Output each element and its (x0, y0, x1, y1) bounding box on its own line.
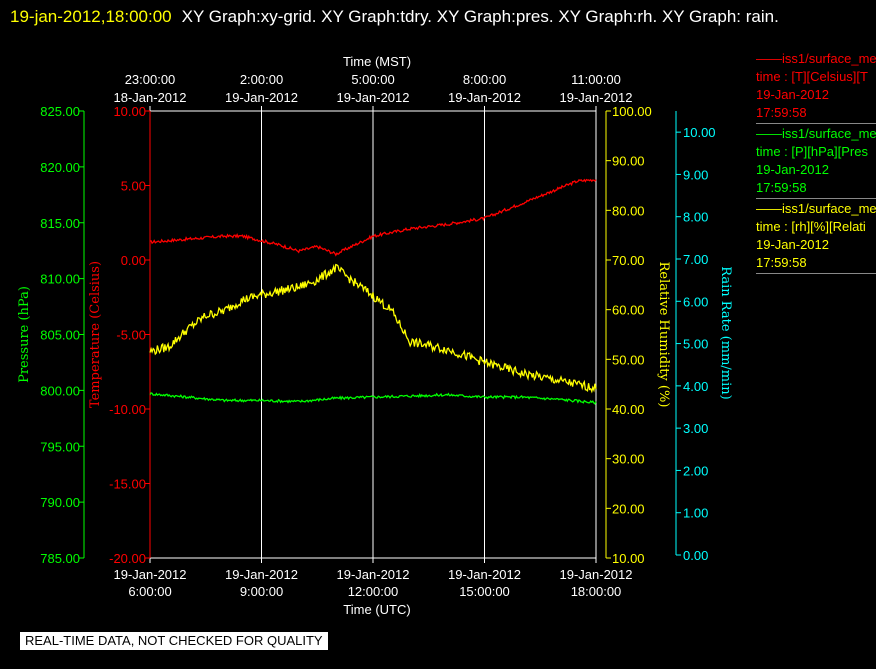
legend-date: 19-Jan-2012 (756, 237, 829, 252)
x-tick-label-time-top: 23:00:00 (125, 72, 176, 87)
x-tick-label-date: 19-Jan-2012 (337, 567, 410, 582)
x-tick-label-time: 15:00:00 (459, 584, 510, 599)
temperature-tick-label: 0.00 (121, 253, 146, 268)
x-tick-label-date-top: 19-Jan-2012 (337, 90, 410, 105)
humidity-tick-label: 50.00 (612, 352, 645, 367)
rain-tick-label: 1.00 (683, 506, 708, 521)
humidity-tick-label: 20.00 (612, 501, 645, 516)
x-tick-label-date-top: 19-Jan-2012 (225, 90, 298, 105)
x-tick-label-time: 12:00:00 (348, 584, 399, 599)
rain-tick-label: 7.00 (683, 252, 708, 267)
legend-time: 17:59:58 (756, 105, 807, 120)
legend-series-units: time : [rh][%][Relati (756, 219, 866, 234)
x-tick-label-date-top: 19-Jan-2012 (560, 90, 633, 105)
x-tick-label-date-top: 18-Jan-2012 (114, 90, 187, 105)
chart-axes (79, 106, 681, 563)
x-axis-title-bottom: Time (UTC) (343, 602, 410, 617)
x-tick-label-time: 9:00:00 (240, 584, 283, 599)
pressure-tick-label: 825.00 (40, 104, 80, 119)
x-tick-label-time-top: 5:00:00 (351, 72, 394, 87)
pressure-tick-label: 805.00 (40, 328, 80, 343)
temperature-tick-label: -15.00 (109, 477, 146, 492)
series-line-humidity (149, 263, 597, 394)
pressure-tick-label: 795.00 (40, 439, 80, 454)
legend-item-temperature: ——iss1/surface_me time : [T][Celsius][T … (756, 50, 876, 124)
rain-tick-label: 2.00 (683, 463, 708, 478)
x-tick-label-date: 19-Jan-2012 (225, 567, 298, 582)
x-tick-label-time-top: 2:00:00 (240, 72, 283, 87)
legend-item-pressure: ——iss1/surface_me time : [P][hPa][Pres 1… (756, 125, 876, 199)
legend-series-name: ——iss1/surface_me (756, 201, 876, 216)
legend-time: 17:59:58 (756, 180, 807, 195)
humidity-tick-label: 90.00 (612, 154, 645, 169)
temperature-tick-label: -20.00 (109, 551, 146, 566)
pressure-tick-label: 790.00 (40, 495, 80, 510)
pressure-tick-label: 785.00 (40, 551, 80, 566)
pressure-axis-title: Pressure (hPa) (17, 286, 32, 383)
rain-tick-label: 9.00 (683, 167, 708, 182)
rain-tick-label: 5.00 (683, 337, 708, 352)
rain-tick-label: 4.00 (683, 379, 708, 394)
temperature-tick-label: -5.00 (116, 328, 146, 343)
x-tick-label-date: 19-Jan-2012 (448, 567, 521, 582)
humidity-tick-label: 40.00 (612, 402, 645, 417)
temperature-axis-title: Temperature (Celsius) (88, 261, 103, 408)
rain-tick-label: 10.00 (683, 125, 716, 140)
series-line-pressure (149, 392, 597, 405)
x-tick-label-time-top: 8:00:00 (463, 72, 506, 87)
humidity-tick-label: 100.00 (612, 104, 652, 119)
pressure-tick-label: 815.00 (40, 216, 80, 231)
pressure-tick-label: 810.00 (40, 272, 80, 287)
x-tick-label-time: 18:00:00 (571, 584, 622, 599)
temperature-tick-label: -10.00 (109, 402, 146, 417)
temperature-tick-label: 5.00 (121, 179, 146, 194)
page-header: 19-jan-2012,18:00:00 XY Graph:xy-grid. XY… (10, 2, 860, 31)
chart-labels: 19-Jan-2012 6:00:00 19-Jan-2012 9:00:00 19-J… (17, 54, 733, 617)
x-tick-label-date: 19-Jan-2012 (560, 567, 633, 582)
rain-tick-label: 0.00 (683, 548, 708, 563)
legend-time: 17:59:58 (756, 255, 807, 270)
series-line-temperature (149, 178, 597, 257)
legend: ——iss1/surface_me time : [T][Celsius][T … (756, 50, 876, 275)
timestamp: 19-jan-2012,18:00:00 (10, 7, 172, 26)
legend-series-name: ——iss1/surface_me (756, 51, 876, 66)
rain-tick-label: 8.00 (683, 210, 708, 225)
chart-grid (149, 111, 597, 558)
legend-date: 19-Jan-2012 (756, 87, 829, 102)
humidity-tick-label: 70.00 (612, 253, 645, 268)
humidity-tick-label: 30.00 (612, 452, 645, 467)
legend-series-name: ——iss1/surface_me (756, 126, 876, 141)
humidity-tick-label: 10.00 (612, 551, 645, 566)
legend-series-units: time : [P][hPa][Pres (756, 144, 868, 159)
graph-title: XY Graph:xy-grid. XY Graph:tdry. XY Grap… (181, 7, 779, 26)
x-tick-label-date-top: 19-Jan-2012 (448, 90, 521, 105)
pressure-tick-label: 820.00 (40, 160, 80, 175)
rain-tick-label: 6.00 (683, 294, 708, 309)
x-tick-label-time-top: 11:00:00 (571, 72, 621, 87)
humidity-tick-label: 60.00 (612, 303, 645, 318)
chart-series (149, 178, 597, 405)
humidity-tick-label: 80.00 (612, 203, 645, 218)
x-tick-label-date: 19-Jan-2012 (114, 567, 187, 582)
quality-banner: REAL-TIME DATA, NOT CHECKED FOR QUALITY (20, 632, 328, 650)
legend-date: 19-Jan-2012 (756, 162, 829, 177)
pressure-tick-label: 800.00 (40, 383, 80, 398)
x-axis-title-top: Time (MST) (343, 54, 411, 69)
x-tick-label-time: 6:00:00 (128, 584, 171, 599)
rain-tick-label: 3.00 (683, 421, 708, 436)
legend-item-humidity: ——iss1/surface_me time : [rh][%][Relati … (756, 200, 876, 274)
temperature-tick-label: 10.00 (113, 104, 146, 119)
humidity-axis-title: Relative Humidity (%) (656, 262, 671, 408)
legend-series-units: time : [T][Celsius][T (756, 69, 868, 84)
rain-axis-title: Rain Rate (mm/min) (718, 266, 733, 399)
